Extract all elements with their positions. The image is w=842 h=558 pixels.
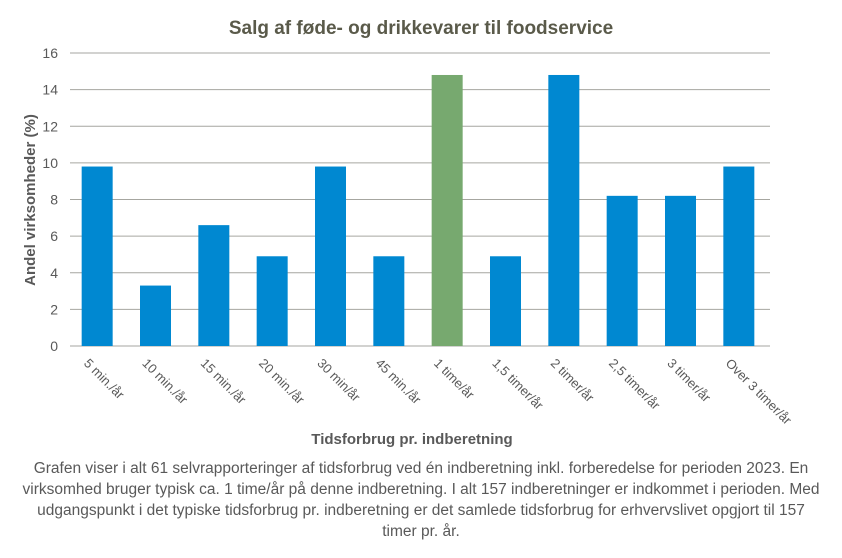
bar	[490, 256, 521, 346]
x-tick-label: 20 min./år	[256, 356, 308, 408]
bar	[81, 166, 113, 346]
y-tick-label: 8	[50, 192, 58, 208]
x-tick-label: 3 timer/år	[664, 356, 714, 406]
y-tick-label: 12	[42, 118, 58, 134]
bar	[315, 166, 346, 346]
x-tick-label: 45 min./år	[373, 356, 425, 408]
bar	[548, 74, 580, 346]
x-tick-label: 5 min./år	[81, 356, 128, 403]
x-tick-label: 15 min./år	[198, 356, 250, 408]
bar	[723, 166, 755, 346]
bar	[198, 225, 230, 346]
x-tick-label: 10 min./år	[139, 356, 191, 408]
y-tick-label: 0	[50, 338, 58, 354]
bar	[140, 285, 171, 346]
x-tick-label: 2,5 timer/år	[606, 356, 664, 414]
y-axis-label: Andel virksomheder (%)	[22, 114, 39, 286]
bar	[606, 195, 638, 346]
x-tick-label: 30 min/år	[314, 356, 363, 405]
chart-title: Salg af føde- og drikkevarer til foodser…	[229, 18, 613, 39]
x-tick-label: Over 3 timer/år	[723, 356, 795, 428]
chart-caption: Grafen viser i alt 61 selvrapporteringer…	[22, 460, 820, 540]
y-tick-label: 2	[50, 301, 58, 317]
bar	[665, 195, 696, 346]
bar-chart: Salg af føde- og drikkevarer til foodser…	[22, 18, 795, 448]
y-tick-label: 14	[42, 82, 58, 98]
x-tick-label: 2 timer/år	[548, 356, 598, 406]
x-tick-label: 1,5 timer/år	[489, 356, 547, 414]
bar	[256, 256, 288, 346]
x-tick-label: 1 time/år	[431, 356, 478, 403]
y-tick-label: 4	[50, 265, 58, 281]
bar	[431, 74, 463, 346]
bar	[373, 256, 405, 346]
x-axis-label: Tidsforbrug pr. indberetning	[311, 431, 512, 448]
y-tick-label: 10	[42, 155, 58, 171]
y-tick-label: 16	[42, 45, 58, 61]
y-tick-label: 6	[50, 228, 58, 244]
